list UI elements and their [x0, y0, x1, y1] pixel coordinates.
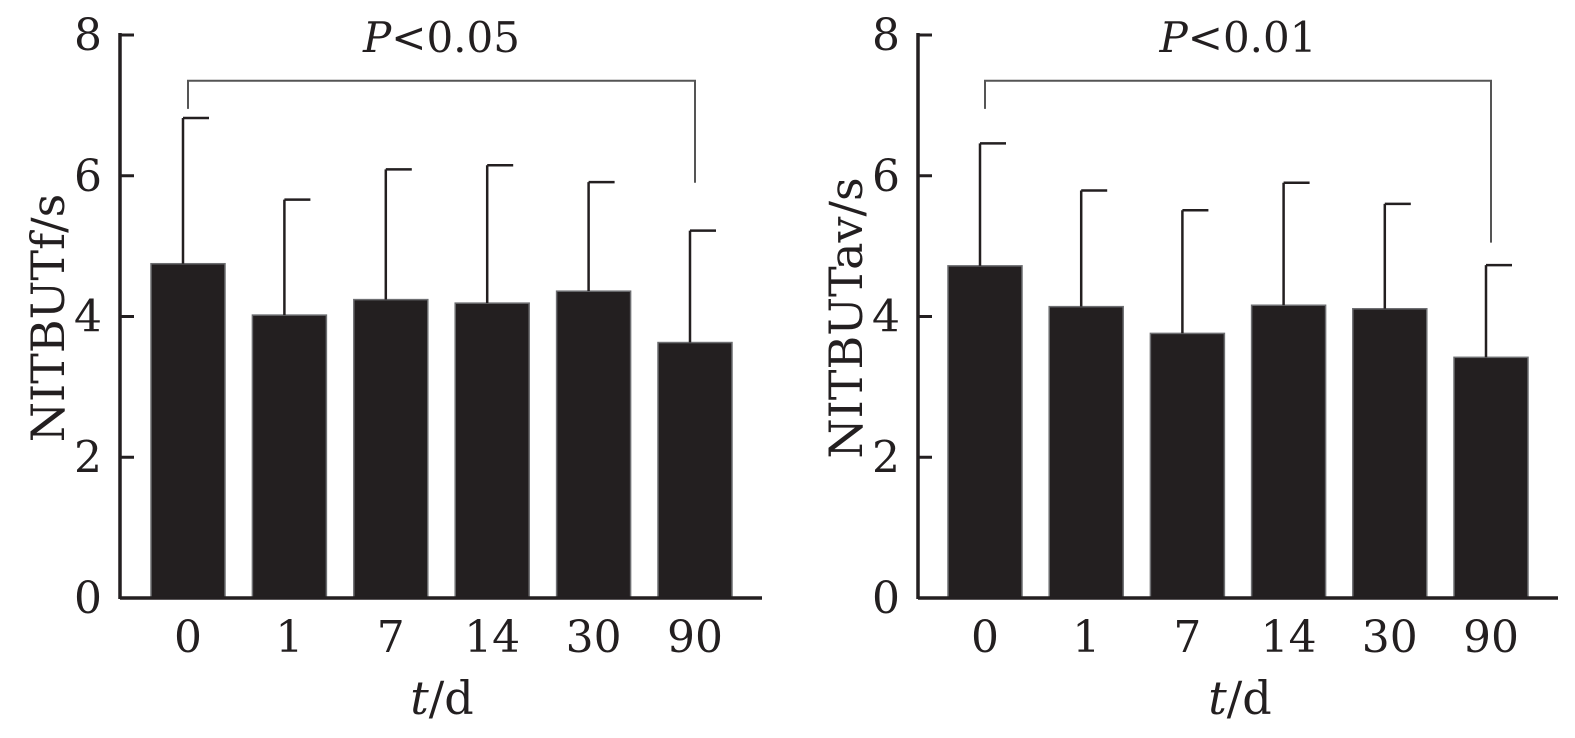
y-tick-label: 0	[872, 573, 900, 624]
significance-bracket	[187, 79, 696, 183]
y-axis-label: NITBUTf/s	[21, 194, 75, 443]
bar-14	[1250, 304, 1327, 599]
significance-label: P<0.01	[1159, 13, 1317, 62]
bar-30	[555, 290, 632, 599]
x-tick-label: 0	[971, 612, 999, 663]
y-tick-label: 8	[872, 10, 900, 61]
significance-value: <0.05	[391, 13, 520, 62]
x-axis-label-var: t	[410, 671, 429, 725]
x-axis-label-unit: /d	[1227, 671, 1272, 725]
error-bar-7	[1181, 208, 1209, 334]
x-tick-label: 14	[1261, 612, 1317, 663]
significance-label: P<0.05	[362, 13, 520, 62]
error-bar-30	[587, 180, 615, 292]
x-tick-label: 7	[377, 612, 405, 663]
x-tick-label: 1	[1072, 612, 1100, 663]
error-bar-1	[283, 198, 311, 316]
bar-7	[1149, 332, 1226, 599]
x-axis-label: t/d	[1208, 671, 1271, 725]
bar-1	[251, 314, 328, 599]
x-tick-label: 90	[667, 612, 723, 663]
x-axis-label-unit: /d	[429, 671, 474, 725]
chart-panel-2: 0 2 4 6 8 0 1 7 14 30 90 NITBUTav/s t/d P<0.01	[819, 10, 1558, 725]
error-bar-14	[1282, 181, 1310, 306]
bar-0	[947, 265, 1023, 599]
x-tick-label: 14	[464, 612, 520, 663]
chart-panel-1: 0 2 4 6 8 0 1 7 14 30 90 NITBUTf/s t/d P<0.05	[21, 10, 762, 725]
y-tick-label: 6	[74, 151, 102, 202]
x-tick-label: 7	[1173, 612, 1201, 663]
significance-bracket	[984, 79, 1492, 243]
error-bar-7	[384, 168, 412, 300]
x-tick-label: 1	[275, 612, 303, 663]
y-axis-label: NITBUTav/s	[819, 177, 873, 458]
bar-0	[150, 262, 226, 599]
y-tick-label: 4	[872, 292, 900, 343]
error-bar-14	[485, 163, 514, 304]
y-tick-label: 0	[74, 573, 102, 624]
y-tick-label: 2	[74, 432, 102, 483]
bar-90	[1453, 356, 1529, 599]
y-tick-label: 2	[872, 432, 900, 483]
error-bar-90	[688, 229, 716, 343]
y-tick-label: 6	[872, 151, 900, 202]
error-bar-30	[1383, 202, 1411, 309]
bar-1	[1048, 305, 1124, 599]
error-bar-90	[1484, 263, 1512, 358]
error-bar-0	[978, 142, 1006, 266]
y-tick-label: 4	[74, 292, 102, 343]
bar-90	[657, 341, 733, 599]
y-tick-label: 8	[74, 10, 102, 61]
significance-p: P	[1159, 13, 1189, 62]
bar-7	[353, 298, 429, 599]
error-bar-0	[181, 116, 209, 264]
x-tick-label: 90	[1463, 612, 1519, 663]
x-tick-label: 0	[174, 612, 202, 663]
x-axis-label: t/d	[410, 671, 473, 725]
x-tick-label: 30	[566, 612, 622, 663]
x-tick-label: 30	[1362, 612, 1418, 663]
bar-14	[454, 302, 530, 599]
x-axis-label-var: t	[1208, 671, 1227, 725]
significance-value: <0.01	[1188, 13, 1317, 62]
error-bar-1	[1079, 189, 1108, 307]
significance-p: P	[362, 13, 392, 62]
bar-30	[1352, 308, 1428, 599]
